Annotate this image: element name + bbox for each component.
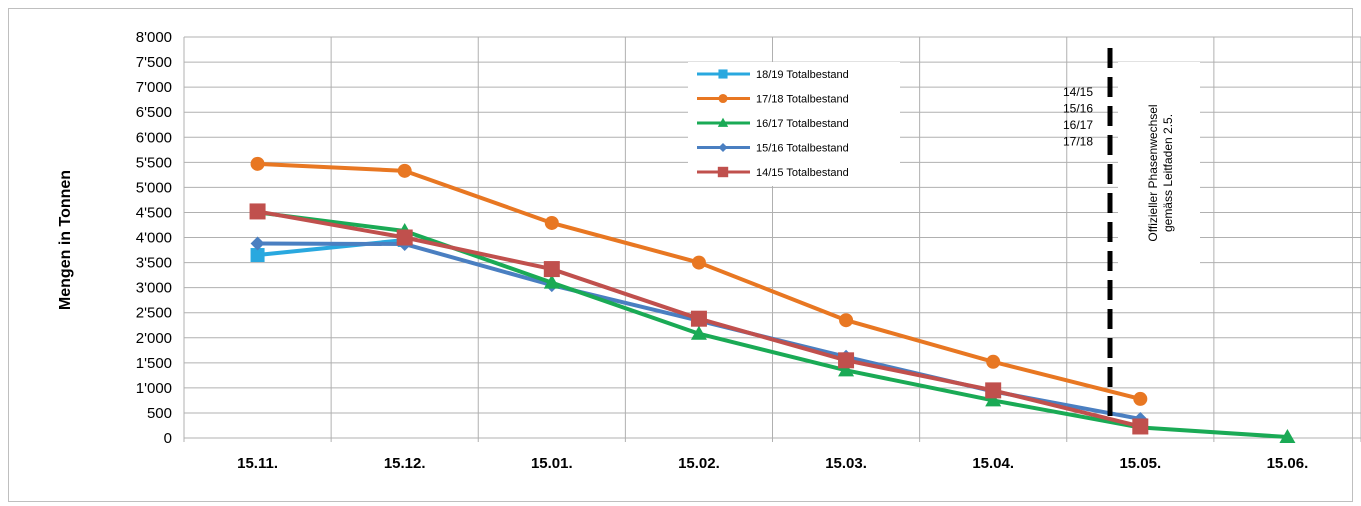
data-point	[544, 215, 559, 230]
data-point	[691, 255, 706, 270]
y-tick-label: 6'000	[136, 129, 172, 146]
legend-label: 18/19 Totalbestand	[756, 69, 849, 81]
legend-label: 16/17 Totalbestand	[756, 118, 849, 130]
data-point	[839, 313, 854, 328]
y-tick-label: 3'500	[136, 255, 172, 272]
data-point	[1279, 428, 1296, 443]
chart-frame	[8, 8, 1353, 502]
x-axis-ticks: 15.11. 15.12. 15.01. 15.02. 15.03. 15.04. 15.0…	[237, 455, 1308, 472]
data-point	[690, 325, 707, 340]
series-line	[257, 210, 1288, 439]
phase-annotation: 14/15 15/16 16/17 17/18 Offizieller Phasenwe…	[1063, 48, 1200, 418]
data-point	[543, 274, 560, 289]
data-point	[838, 352, 855, 369]
data-point	[249, 203, 266, 220]
y-tick-label: 2'000	[136, 330, 172, 347]
legend-label: 15/16 Totalbestand	[756, 143, 849, 155]
season-label: 14/15	[1063, 85, 1093, 99]
y-tick-label: 6'500	[136, 104, 172, 121]
y-tick-label: 0	[164, 430, 172, 447]
series-group	[249, 156, 1296, 443]
season-label: 17/18	[1063, 135, 1093, 149]
y-tick-label: 4'000	[136, 230, 172, 247]
x-tick-label: 15.06.	[1267, 455, 1309, 472]
data-point	[397, 163, 412, 178]
y-tick-label: 5'000	[136, 179, 172, 196]
data-point	[250, 236, 265, 251]
legend-swatch-marker	[717, 117, 729, 127]
phase-note-text: Offizieller Phasenwechsel	[1146, 104, 1160, 241]
data-point	[985, 382, 1002, 399]
y-tick-label: 1'500	[136, 355, 172, 372]
y-tick-label: 1'000	[136, 380, 172, 397]
phase-note-box	[1118, 62, 1200, 286]
season-label: 16/17	[1063, 118, 1093, 132]
y-axis-ticks: 0 500 1'000 1'500 2'000 2'500 3'000 3'500 4'000 4…	[136, 29, 172, 447]
legend-swatch-marker	[718, 69, 728, 79]
data-point	[1133, 391, 1148, 406]
legend-swatch-marker	[718, 142, 728, 153]
x-tick-label: 15.01.	[531, 455, 573, 472]
x-tick-label: 15.04.	[972, 455, 1014, 472]
data-point	[986, 354, 1001, 369]
data-point	[543, 261, 560, 278]
x-tick-label: 15.12.	[384, 455, 426, 472]
phase-note-text: gemäss Leitfaden 2.5.	[1161, 114, 1175, 232]
legend-swatch-marker	[717, 166, 729, 178]
series-17-18	[250, 156, 1148, 406]
data-point	[250, 248, 265, 263]
x-tick-label: 15.02.	[678, 455, 720, 472]
data-point	[1132, 418, 1149, 435]
data-point	[985, 392, 1002, 407]
series-14-15	[249, 203, 1149, 435]
y-tick-label: 4'500	[136, 204, 172, 221]
legend: 18/19 Totalbestand 17/18 Totalbestand 16/1…	[688, 62, 900, 186]
legend-swatch-marker	[718, 93, 728, 104]
legend-label: 17/18 Totalbestand	[756, 94, 849, 106]
y-tick-label: 2'500	[136, 305, 172, 322]
y-tick-label: 8'000	[136, 29, 172, 46]
y-tick-label: 7'000	[136, 79, 172, 96]
data-point	[690, 310, 707, 327]
series-line	[257, 161, 1141, 401]
data-point	[838, 362, 855, 377]
y-tick-label: 500	[147, 405, 172, 422]
y-axis-title: Mengen in Tonnen	[57, 170, 74, 310]
season-label: 15/16	[1063, 102, 1093, 116]
y-tick-label: 3'000	[136, 280, 172, 297]
data-point	[396, 229, 413, 246]
y-tick-label: 7'500	[136, 54, 172, 71]
y-tick-label: 5'500	[136, 154, 172, 171]
x-tick-label: 15.11.	[237, 455, 278, 472]
data-point	[250, 156, 265, 171]
x-tick-label: 15.03.	[825, 455, 867, 472]
legend-label: 14/15 Totalbestand	[756, 167, 849, 179]
x-tick-label: 15.05.	[1119, 455, 1161, 472]
